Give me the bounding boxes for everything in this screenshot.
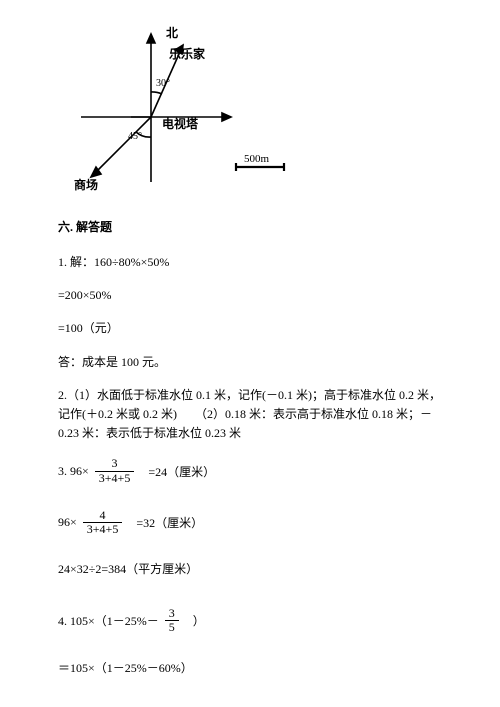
q2-text: 2.（1）水面低于标准水位 0.1 米，记作(－0.1 米)；高于标准水位 0.… xyxy=(58,386,450,444)
label-angle30: 30° xyxy=(156,78,170,89)
label-tvtower: 电视塔 xyxy=(162,116,199,131)
q3-r1-den: 3+4+5 xyxy=(95,472,135,485)
label-lelejia: 乐乐家 xyxy=(169,46,206,61)
q3-r2-pre: 96× xyxy=(58,515,77,530)
label-scale: 500m xyxy=(244,153,270,165)
q3-row1: 3. 96× 3 3+4+5 =24（厘米） xyxy=(58,457,450,484)
label-shangchang: 商场 xyxy=(74,177,98,192)
label-north: 北 xyxy=(166,25,178,40)
diagram-svg: 北 乐乐家 30° 电视塔 45° 商场 500m xyxy=(66,22,296,192)
q4-r1-den: 5 xyxy=(165,621,179,634)
q4-r1-fraction: 3 5 xyxy=(165,607,179,634)
q4-row1: 4. 105×（1－25%－ 3 5 ） xyxy=(58,607,450,634)
q1-line3: =100（元） xyxy=(58,319,450,338)
q1-line1: 1. 解：160÷80%×50% xyxy=(58,253,450,272)
q3-r2-num: 4 xyxy=(83,509,123,523)
q3-r2-den: 3+4+5 xyxy=(83,523,123,536)
q3-r1-post: =24（厘米） xyxy=(148,463,215,480)
direction-diagram: 北 乐乐家 30° 电视塔 45° 商场 500m xyxy=(66,22,296,192)
q4-r1-post: ） xyxy=(193,612,205,629)
q1-line4: 答：成本是 100 元。 xyxy=(58,353,450,372)
q3-r1-num: 3 xyxy=(95,457,135,471)
q3-r2-post: =32（厘米） xyxy=(136,514,203,531)
label-angle45: 45° xyxy=(128,131,142,142)
q1-line2: =200×50% xyxy=(58,286,450,305)
q3-row3: 24×32÷2=384（平方厘米） xyxy=(58,560,450,579)
q3-r2-fraction: 4 3+4+5 xyxy=(83,509,123,536)
section-title: 六. 解答题 xyxy=(58,218,450,235)
q3-row2: 96× 4 3+4+5 =32（厘米） xyxy=(58,509,450,536)
q4-row2: ＝105×（1－25%－60%） xyxy=(58,659,450,678)
q3-r1-fraction: 3 3+4+5 xyxy=(95,457,135,484)
q4-r1-num: 3 xyxy=(165,607,179,621)
q4-r1-pre: 4. 105×（1－25%－ xyxy=(58,612,159,629)
q3-r1-pre: 3. 96× xyxy=(58,464,89,479)
